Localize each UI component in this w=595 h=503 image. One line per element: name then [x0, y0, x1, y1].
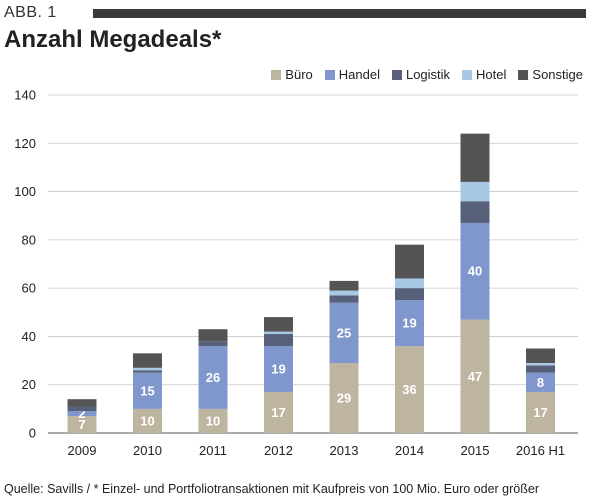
data-label: 25 — [337, 325, 351, 340]
legend-label: Sonstige — [532, 67, 583, 82]
data-label: 17 — [533, 405, 547, 420]
bar-segment-sonstige — [133, 353, 162, 368]
legend-swatch — [324, 69, 335, 80]
bar-segment-handel — [460, 222, 490, 320]
x-tick-label: 2015 — [461, 443, 490, 458]
stacked-bar-chart: 0 20 40 60 80 100 120 140 72 2009 10 15 2010 10 26 2011… — [14, 88, 578, 458]
legend-label: Logistik — [405, 67, 451, 82]
bar-segment-hotel — [133, 367, 162, 371]
data-label: 15 — [140, 383, 154, 398]
legend-item-handel: Handel — [324, 67, 380, 82]
data-label: 10 — [206, 413, 220, 428]
bar-segment-logistik — [329, 295, 359, 303]
bar-segment-logistik — [133, 370, 162, 373]
data-label: 8 — [537, 375, 544, 390]
bar-segment-sonstige — [526, 348, 555, 363]
bar-segment-büro — [329, 362, 359, 433]
bar-segment-büro — [67, 416, 97, 433]
figure-label: ABB. 1 — [4, 4, 57, 21]
bar-segment-handel — [526, 372, 555, 392]
bar-segment-hotel — [264, 331, 293, 335]
legend-label: Hotel — [476, 67, 507, 82]
data-label: 7 — [78, 417, 85, 432]
data-label: 47 — [468, 369, 482, 384]
bar-segment-sonstige — [395, 244, 424, 279]
bar-segment-büro — [526, 391, 555, 433]
bar-segment-sonstige — [67, 399, 97, 407]
legend-swatch — [391, 69, 402, 80]
bar-segment-handel — [264, 346, 293, 392]
x-tick-label: 2012 — [264, 443, 293, 458]
y-tick-label: 140 — [14, 88, 36, 103]
bar-segment-sonstige — [460, 133, 490, 182]
x-tick-label: 2009 — [68, 443, 97, 458]
y-tick-label: 0 — [29, 426, 36, 441]
legend-swatch — [518, 69, 529, 80]
header-rule — [93, 9, 586, 18]
data-label: 17 — [271, 405, 285, 420]
legend-label: Büro — [285, 67, 313, 82]
bar-segment-hotel — [329, 290, 359, 296]
legend-item-büro: Büro — [271, 67, 313, 82]
bar-segment-logistik — [198, 341, 228, 347]
bar-segment-sonstige — [264, 317, 293, 332]
data-label: 36 — [402, 382, 416, 397]
chart-legend: Büro Handel Logistik Hotel Sonstige — [271, 67, 583, 82]
bar-segment-logistik — [67, 406, 97, 412]
bar-segment-logistik — [526, 365, 555, 373]
bar-segment-hotel — [460, 181, 490, 202]
bar-segment-sonstige — [198, 329, 228, 342]
x-tick-label: 2014 — [395, 443, 424, 458]
source-note: Quelle: Savills / * Einzel- und Portfoli… — [4, 482, 539, 496]
y-tick-label: 20 — [22, 377, 36, 392]
legend-swatch — [271, 69, 282, 80]
data-label: 19 — [271, 362, 285, 377]
bar-segment-hotel — [526, 362, 555, 366]
bar-segment-handel — [133, 372, 162, 409]
bar-segment-handel — [329, 302, 359, 363]
x-tick-label: 2016 H1 — [516, 443, 565, 458]
legend-label: Handel — [338, 67, 380, 82]
legend-item-logistik: Logistik — [391, 67, 451, 82]
bar-segment-handel — [198, 346, 228, 409]
bar-segment-logistik — [460, 201, 490, 223]
bar-segment-logistik — [264, 334, 293, 347]
bar-segment-büro — [395, 346, 424, 433]
data-label: 29 — [337, 390, 351, 405]
data-label: 26 — [206, 370, 220, 385]
bar-segment-büro — [460, 319, 490, 433]
bar-segment-büro — [133, 408, 162, 433]
bar-segment-handel — [395, 300, 424, 347]
y-tick-label: 60 — [22, 281, 36, 296]
x-tick-label: 2013 — [330, 443, 359, 458]
legend-item-sonstige: Sonstige — [518, 67, 583, 82]
legend-item-hotel: Hotel — [462, 67, 506, 82]
bar-segment-hotel — [395, 278, 424, 289]
bar-segment-büro — [264, 391, 293, 433]
y-tick-label: 40 — [22, 329, 36, 344]
y-tick-label: 100 — [14, 184, 36, 199]
bar-segment-sonstige — [329, 280, 359, 291]
y-tick-label: 120 — [14, 136, 36, 151]
data-label: 10 — [140, 413, 154, 428]
bar-segment-büro — [198, 408, 228, 433]
data-label: 2 — [78, 406, 85, 421]
x-tick-label: 2010 — [133, 443, 162, 458]
bar-segment-logistik — [395, 288, 424, 301]
chart-title: Anzahl Megadeals* — [4, 26, 222, 53]
data-label: 40 — [468, 264, 482, 279]
bar-segment-handel — [67, 411, 97, 417]
y-tick-label: 80 — [22, 232, 36, 247]
x-tick-label: 2011 — [199, 443, 227, 458]
legend-swatch — [462, 69, 473, 80]
data-label: 19 — [402, 316, 416, 331]
